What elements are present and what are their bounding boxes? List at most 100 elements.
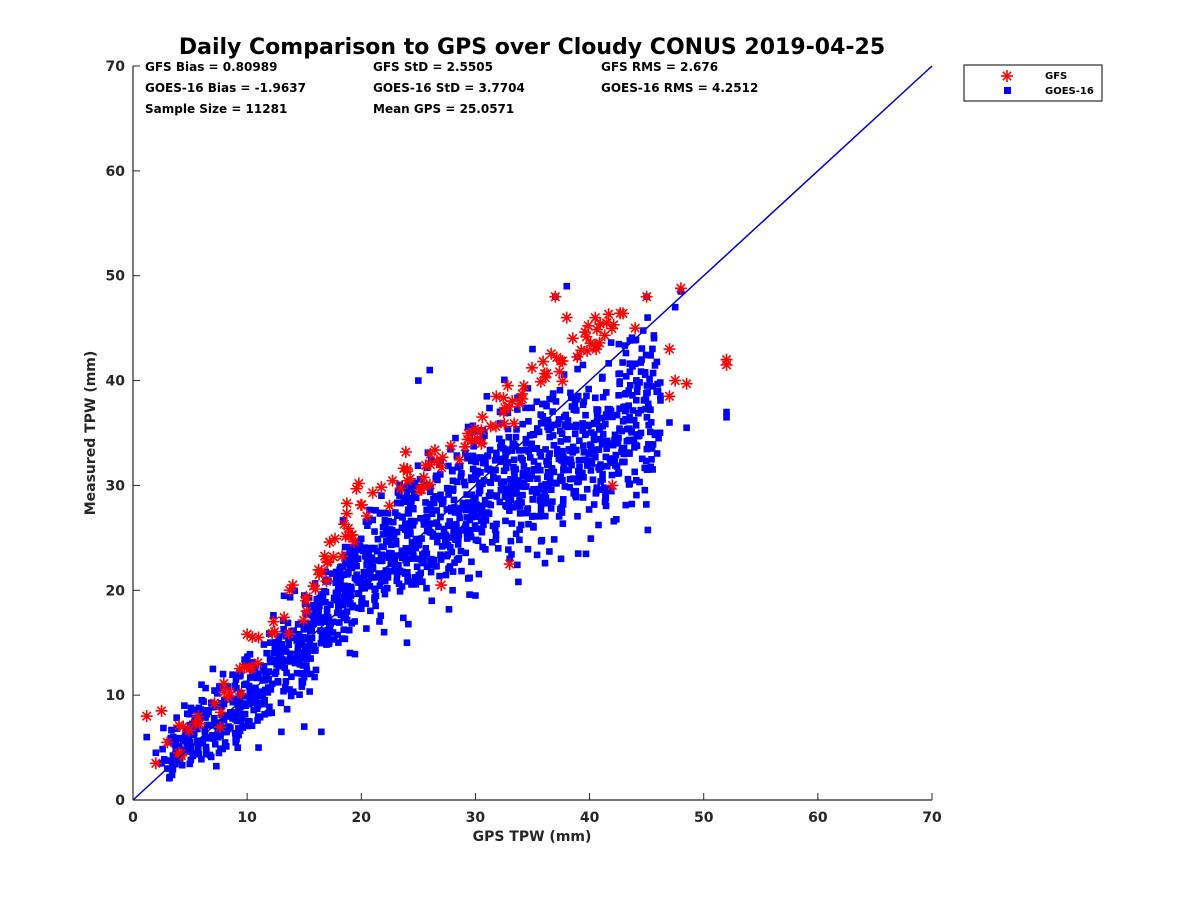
goes16-point bbox=[282, 657, 290, 665]
goes16-point bbox=[418, 556, 425, 563]
goes16-point bbox=[356, 542, 364, 549]
goes16-point bbox=[295, 630, 303, 638]
goes16-point bbox=[481, 496, 489, 504]
goes16-point bbox=[449, 485, 457, 493]
goes16-point bbox=[340, 571, 348, 578]
goes16-point bbox=[423, 563, 431, 571]
goes16-point bbox=[233, 684, 240, 692]
gfs-point bbox=[300, 605, 313, 618]
goes16-point bbox=[538, 482, 545, 489]
goes16-point bbox=[402, 545, 410, 552]
goes16-point bbox=[457, 547, 465, 555]
gfs-point bbox=[589, 311, 602, 324]
goes16-point bbox=[437, 556, 445, 563]
goes16-point bbox=[598, 414, 606, 422]
goes16-point bbox=[604, 405, 612, 413]
goes16-point bbox=[273, 658, 281, 666]
goes16-point bbox=[649, 466, 656, 473]
gfs-point bbox=[430, 454, 443, 467]
goes16-point bbox=[404, 573, 412, 581]
goes16-point bbox=[294, 621, 302, 628]
goes16-point bbox=[268, 709, 276, 717]
goes16-point bbox=[593, 406, 600, 413]
goes16-point bbox=[501, 376, 508, 384]
goes16-point bbox=[412, 580, 420, 588]
goes16-point bbox=[539, 400, 546, 408]
gfs-point bbox=[189, 717, 202, 730]
goes16-point bbox=[293, 655, 301, 662]
goes16-point bbox=[472, 494, 479, 502]
goes16-point bbox=[281, 645, 288, 653]
goes16-point bbox=[201, 731, 209, 739]
goes16-point bbox=[567, 423, 574, 430]
goes16-point bbox=[266, 703, 273, 711]
goes16-point bbox=[314, 612, 322, 620]
goes16-point bbox=[405, 578, 413, 585]
goes16-point bbox=[564, 435, 571, 443]
goes16-point bbox=[366, 567, 373, 575]
goes16-point bbox=[530, 487, 538, 495]
gfs-point bbox=[517, 379, 530, 392]
goes16-point bbox=[477, 504, 485, 511]
goes16-point bbox=[490, 473, 497, 481]
goes16-point bbox=[225, 712, 233, 720]
goes16-point bbox=[396, 481, 403, 489]
goes16-point bbox=[607, 339, 615, 346]
goes16-point bbox=[632, 422, 640, 429]
goes16-point bbox=[454, 527, 461, 535]
goes16-point bbox=[480, 511, 488, 519]
goes16-point bbox=[367, 559, 374, 566]
goes16-point bbox=[423, 584, 430, 592]
goes16-point bbox=[590, 436, 598, 444]
goes16-point bbox=[329, 629, 337, 636]
goes16-point bbox=[383, 567, 391, 575]
goes16-point bbox=[608, 471, 616, 479]
legend: GFS GOES-16 bbox=[963, 64, 1103, 102]
goes16-point bbox=[723, 413, 730, 421]
goes16-point bbox=[468, 476, 476, 484]
goes16-point bbox=[583, 485, 591, 493]
goes16-point bbox=[619, 458, 627, 466]
gfs-point bbox=[399, 445, 412, 458]
goes16-point bbox=[311, 673, 318, 681]
goes16-point bbox=[643, 445, 651, 453]
goes16-point bbox=[433, 562, 440, 570]
goes16-point bbox=[436, 572, 443, 580]
goes16-point bbox=[544, 468, 552, 476]
goes16-point bbox=[516, 536, 523, 544]
goes16-point bbox=[352, 558, 359, 565]
goes16-point bbox=[574, 512, 581, 520]
goes16-point bbox=[355, 579, 362, 586]
goes16-point bbox=[543, 402, 550, 410]
goes16-point bbox=[649, 369, 657, 377]
goes16-point bbox=[362, 600, 370, 607]
goes16-point bbox=[351, 650, 359, 658]
goes16-point bbox=[631, 444, 638, 451]
goes16-point bbox=[477, 469, 484, 476]
goes16-point bbox=[632, 336, 640, 344]
gfs-point bbox=[556, 375, 569, 388]
goes16-point bbox=[566, 457, 573, 464]
goes16-point bbox=[394, 512, 401, 520]
gfs-point bbox=[600, 316, 613, 329]
goes16-point bbox=[428, 510, 436, 518]
gfs-point bbox=[352, 477, 365, 490]
goes16-points bbox=[143, 282, 730, 782]
goes16-point bbox=[407, 517, 415, 525]
goes16-point bbox=[208, 703, 216, 711]
goes16-point bbox=[362, 553, 370, 560]
goes16-point bbox=[519, 470, 527, 478]
goes16-point bbox=[657, 392, 664, 400]
goes16-point bbox=[236, 710, 244, 718]
goes16-point bbox=[412, 577, 419, 584]
gfs-point bbox=[397, 462, 410, 475]
stat-gfs-rms: GFS RMS = 2.676 bbox=[601, 60, 718, 74]
goes16-point bbox=[187, 756, 195, 764]
goes16-point bbox=[169, 752, 177, 759]
gfs-point bbox=[318, 550, 331, 563]
goes16-point bbox=[536, 449, 544, 456]
gfs-point bbox=[549, 290, 562, 303]
goes16-point bbox=[178, 761, 186, 769]
goes16-point bbox=[541, 559, 549, 567]
goes16-point bbox=[643, 414, 651, 421]
